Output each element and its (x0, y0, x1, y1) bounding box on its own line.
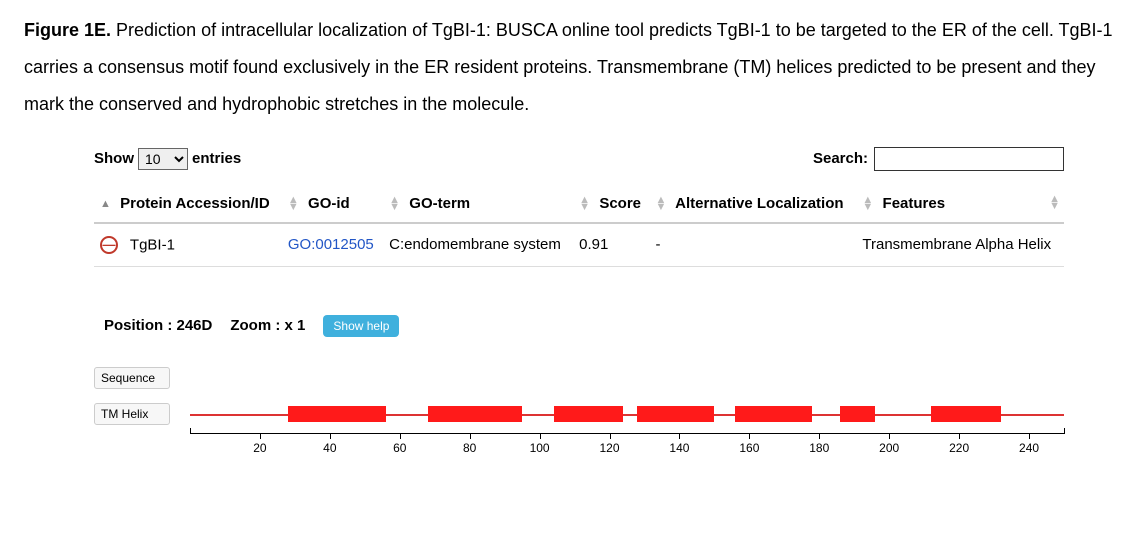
sequence-viewer: Position : 246D Zoom : x 1 Show help Seq… (94, 315, 1064, 473)
sort-both-icon: ▲▼ (862, 197, 872, 211)
col-go-term-label: GO-term (409, 195, 470, 212)
track-canvas-sequence[interactable] (190, 363, 1064, 393)
track-label-sequence: Sequence (94, 367, 170, 389)
entries-select[interactable]: 102550100 (138, 148, 188, 170)
busca-tool-panel: Show 102550100 entries Search: ▲ Protein… (24, 147, 1124, 473)
col-protein-label: Protein Accession/ID (120, 195, 270, 212)
axis-tick-label: 20 (253, 441, 266, 455)
results-table: ▲ Protein Accession/ID ▲▼ GO-id ▲▼ GO-te… (94, 185, 1064, 267)
axis-tick (540, 433, 541, 439)
col-score[interactable]: ▲▼ Score (573, 185, 649, 223)
col-alt-loc-label: Alternative Localization (675, 195, 843, 212)
axis-tick-label: 220 (949, 441, 969, 455)
search-group: Search: (813, 147, 1064, 171)
track-label-tmhelix: TM Helix (94, 403, 170, 425)
search-label: Search: (813, 150, 868, 167)
col-alt-loc[interactable]: ▲▼ Alternative Localization (650, 185, 857, 223)
axis-tick (819, 433, 820, 439)
axis-tick-label: 180 (809, 441, 829, 455)
axis-tick-label: 60 (393, 441, 406, 455)
tm-segment (931, 406, 1001, 422)
col-go-id-label: GO-id (308, 195, 350, 212)
table-header-row: ▲ Protein Accession/ID ▲▼ GO-id ▲▼ GO-te… (94, 185, 1064, 223)
cell-features: Transmembrane Alpha Helix (856, 223, 1064, 267)
zoom-readout: Zoom : x 1 (230, 317, 305, 334)
figure-caption: Figure 1E. Prediction of intracellular l… (24, 12, 1124, 123)
cell-alt-loc: - (650, 223, 857, 267)
cell-protein-text: TgBI-1 (130, 236, 175, 253)
cell-go-id: GO:0012505 (282, 223, 383, 267)
axis-tick (679, 433, 680, 439)
axis-tick-label: 80 (463, 441, 476, 455)
cell-go-term: C:endomembrane system (383, 223, 573, 267)
go-id-link[interactable]: GO:0012505 (288, 236, 374, 253)
axis-tick (1029, 433, 1030, 439)
collapse-icon[interactable]: — (100, 236, 118, 254)
show-label-pre: Show (94, 150, 134, 167)
col-features[interactable]: ▲▼ Features ▲▼ (856, 185, 1064, 223)
sort-both-icon: ▲▼ (1049, 196, 1060, 210)
position-readout: Position : 246D (104, 317, 212, 334)
sort-both-icon: ▲▼ (389, 197, 399, 211)
table-controls: Show 102550100 entries Search: (94, 147, 1064, 171)
axis-tick (889, 433, 890, 439)
col-score-label: Score (599, 195, 641, 212)
tm-segment (288, 406, 386, 422)
sort-both-icon: ▲▼ (579, 197, 589, 211)
track-area: Sequence TM Helix 20 40 60 80 100 120 140 160 18… (94, 363, 1064, 473)
axis-tick (610, 433, 611, 439)
axis-tick (330, 433, 331, 439)
figure-caption-text: Prediction of intracellular localization… (24, 20, 1113, 114)
track-tmhelix: TM Helix (94, 399, 1064, 429)
axis-tick-label: 200 (879, 441, 899, 455)
entries-selector: Show 102550100 entries (94, 148, 241, 170)
tm-segment (840, 406, 875, 422)
cell-score: 0.91 (573, 223, 649, 267)
track-sequence: Sequence (94, 363, 1064, 393)
tm-segment (735, 406, 812, 422)
axis-tick (260, 433, 261, 439)
axis-tick-label: 160 (739, 441, 759, 455)
axis-tick (470, 433, 471, 439)
sort-asc-icon: ▲ (100, 198, 110, 210)
track-canvas-tmhelix[interactable] (190, 399, 1064, 429)
axis-tick-label: 40 (323, 441, 336, 455)
axis-tick (959, 433, 960, 439)
axis-tick (400, 433, 401, 439)
cell-protein: — TgBI-1 (94, 223, 282, 267)
col-features-label: Features (883, 195, 946, 212)
tm-segment (554, 406, 624, 422)
axis-canvas: 20 40 60 80 100 120 140 160 180 200 220 240 (190, 433, 1064, 473)
axis-line (190, 433, 1064, 434)
axis-tick-label: 240 (1019, 441, 1039, 455)
axis-row: 20 40 60 80 100 120 140 160 180 200 220 240 (94, 433, 1064, 473)
tm-segment (637, 406, 714, 422)
axis-tick-label: 120 (600, 441, 620, 455)
col-protein[interactable]: ▲ Protein Accession/ID (94, 185, 282, 223)
show-help-button[interactable]: Show help (323, 315, 399, 337)
show-label-post: entries (192, 150, 241, 167)
viewer-header: Position : 246D Zoom : x 1 Show help (94, 315, 1064, 337)
figure-label: Figure 1E. (24, 20, 111, 40)
axis-tick-label: 100 (530, 441, 550, 455)
tm-segment (428, 406, 522, 422)
col-go-term[interactable]: ▲▼ GO-term (383, 185, 573, 223)
sort-both-icon: ▲▼ (288, 197, 298, 211)
axis-tick-label: 140 (669, 441, 689, 455)
sort-both-icon: ▲▼ (656, 197, 666, 211)
col-go-id[interactable]: ▲▼ GO-id (282, 185, 383, 223)
search-input[interactable] (874, 147, 1064, 171)
axis-tick (749, 433, 750, 439)
table-row: — TgBI-1 GO:0012505 C:endomembrane syste… (94, 223, 1064, 267)
